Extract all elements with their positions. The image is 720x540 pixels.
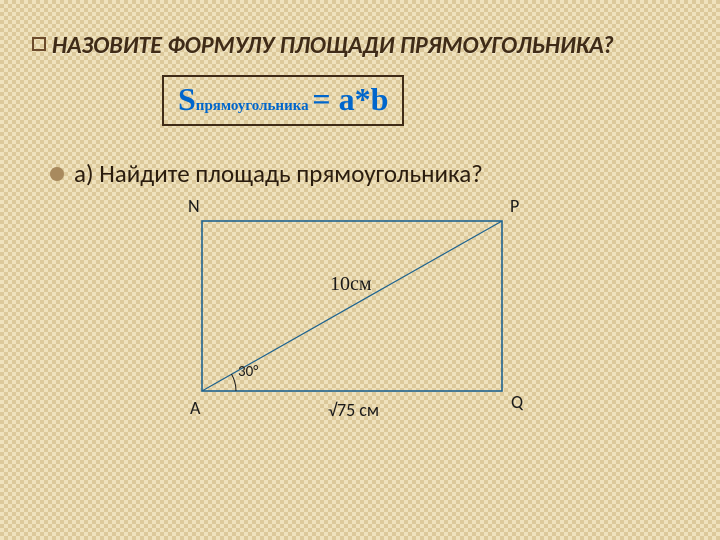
task-text: а) Найдите площадь прямоугольника? <box>74 158 483 189</box>
formula-text: Sпрямоугольника = a*b <box>178 81 388 117</box>
vertex-label-a: A <box>190 397 200 419</box>
formula-symbol: S <box>178 81 196 117</box>
formula-box: Sпрямоугольника = a*b <box>162 75 404 126</box>
angle-arc <box>231 374 236 391</box>
bottom-side-label: √75 см <box>328 399 379 421</box>
vertex-label-q: Q <box>511 391 523 413</box>
vertex-label-n: N <box>188 195 200 217</box>
formula-expr: = a*b <box>312 81 388 117</box>
slide-title: НАЗОВИТЕ ФОРМУЛУ ПЛОЩАДИ ПРЯМОУГОЛЬНИКА? <box>52 30 614 61</box>
vertex-label-p: P <box>510 195 519 217</box>
task-row: а) Найдите площадь прямоугольника? <box>50 158 688 189</box>
square-bullet-icon <box>32 37 46 51</box>
rectangle-diagram: N P A Q 10см 30° √75 см <box>162 201 582 451</box>
diagonal-length-label: 10см <box>330 273 372 296</box>
slide-content: НАЗОВИТЕ ФОРМУЛУ ПЛОЩАДИ ПРЯМОУГОЛЬНИКА?… <box>0 0 720 540</box>
formula-subscript: прямоугольника <box>196 98 313 114</box>
disc-bullet-icon <box>50 167 64 181</box>
angle-label: 30° <box>238 363 258 381</box>
title-row: НАЗОВИТЕ ФОРМУЛУ ПЛОЩАДИ ПРЯМОУГОЛЬНИКА? <box>32 30 688 61</box>
